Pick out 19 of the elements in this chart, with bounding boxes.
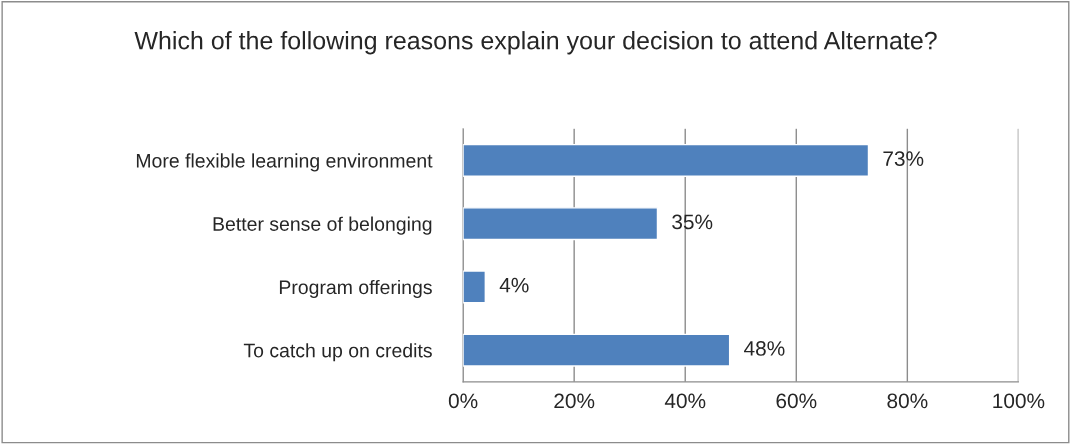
x-tick-label: 40% — [664, 393, 706, 409]
x-tick-label: 0% — [448, 393, 478, 409]
y-tick-label: Better sense of belonging — [213, 216, 432, 235]
x-tick-label: 60% — [776, 393, 817, 409]
y-tick-label: More flexible learning environment — [136, 153, 433, 172]
bar — [463, 333, 731, 367]
bar — [463, 143, 870, 177]
data-label: 73% — [883, 151, 924, 166]
bar — [463, 207, 659, 241]
data-label: 48% — [744, 341, 785, 356]
x-tick-label: 80% — [887, 393, 928, 409]
y-tick-label: Program offerings — [279, 279, 432, 299]
y-tick-label: To catch up on credits — [243, 343, 432, 362]
x-tick-label: 20% — [554, 393, 595, 409]
data-label: 35% — [672, 214, 713, 230]
x-tick-label: 100% — [993, 393, 1045, 409]
chart-title: Which of the following reasons explain your decision to attend Alternate? — [134, 31, 937, 55]
bar — [463, 270, 487, 304]
data-label: 4% — [499, 277, 529, 293]
